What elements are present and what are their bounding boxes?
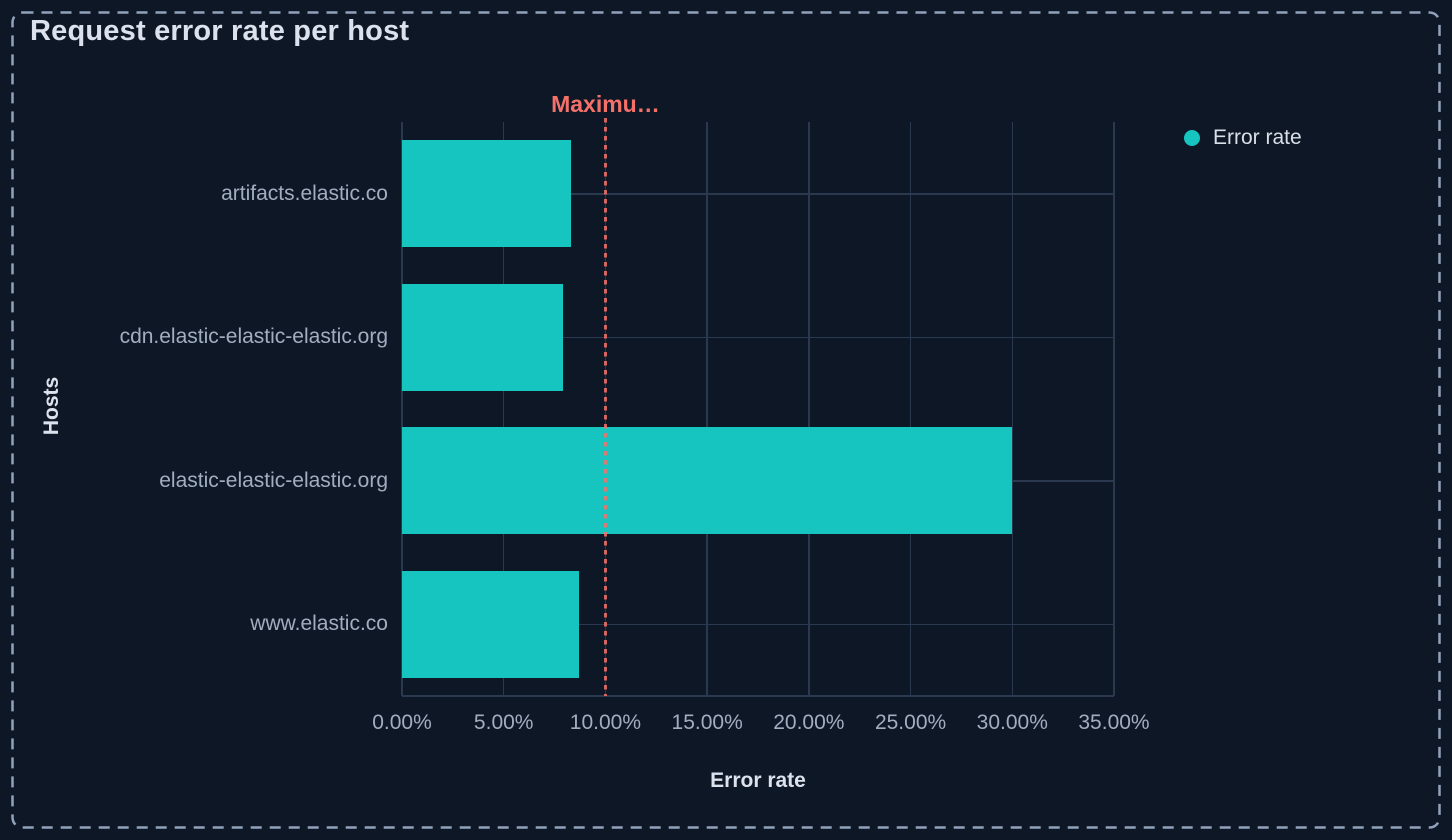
y-axis-title: Hosts: [40, 376, 63, 436]
y-category-label: elastic-elastic-elastic.org: [159, 468, 388, 492]
annotation-label: Maximu…: [551, 91, 660, 117]
bar-www.elastic.co[interactable]: [402, 570, 579, 678]
legend-color-dot-icon[interactable]: [1184, 129, 1200, 146]
x-tick-label: 20.00%: [773, 711, 845, 734]
x-tick-label: 10.00%: [569, 711, 642, 734]
y-category-label: cdn.elastic-elastic-elastic.org: [119, 325, 388, 349]
v-gridline: [706, 122, 708, 696]
v-gridline: [1011, 122, 1014, 696]
x-tick-label: 25.00%: [874, 711, 947, 734]
x-axis-title: Error rate: [710, 769, 806, 792]
y-category-label: www.elastic.co: [250, 612, 388, 636]
x-tick-label: 0.00%: [372, 711, 432, 734]
h-gridline: [402, 193, 1114, 195]
x-tick-label: 35.00%: [1078, 711, 1150, 734]
legend-item-error-rate[interactable]: Error rate: [1184, 124, 1302, 151]
x-axis-line: [402, 695, 1114, 697]
bar-artifacts.elastic.co[interactable]: [402, 140, 571, 248]
bar-elastic-elastic-elastic.org[interactable]: [402, 427, 1013, 535]
plot-area: [401, 122, 1115, 697]
x-tick-label: 30.00%: [976, 711, 1048, 734]
v-gridline: [502, 122, 505, 696]
v-gridline: [1113, 122, 1115, 696]
annotation-threshold-line: [604, 118, 607, 696]
v-gridline: [401, 122, 403, 696]
x-tick-label: 15.00%: [671, 711, 743, 734]
legend-item-label: Error rate: [1213, 125, 1302, 149]
h-gridline: [402, 336, 1114, 338]
x-tick-label: 5.00%: [473, 711, 534, 734]
bar-cdn.elastic-elastic-elastic.org[interactable]: [402, 283, 563, 391]
panel-title: Request error rate per host: [30, 15, 410, 47]
v-gridline: [909, 122, 912, 696]
y-category-label: artifacts.elastic.co: [221, 181, 388, 205]
v-gridline: [808, 122, 810, 696]
h-gridline: [402, 623, 1114, 625]
